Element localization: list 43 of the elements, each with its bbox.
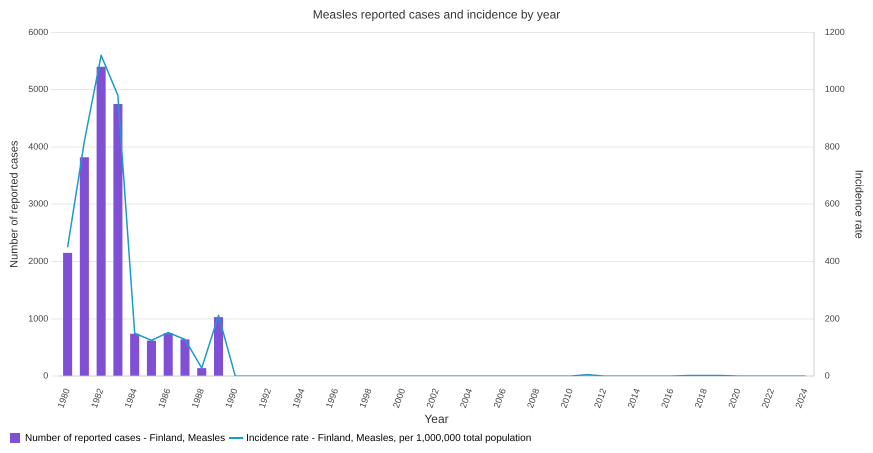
x-tick-label: 1996 xyxy=(324,387,340,410)
y-tick-label: 0 xyxy=(43,370,48,381)
y-tick-label: 2000 xyxy=(28,256,48,266)
y2-tick-label: 600 xyxy=(824,198,840,209)
x-tick-label: 1982 xyxy=(89,387,106,410)
x-tick-label: 2006 xyxy=(492,387,508,410)
y-tick-label: 1000 xyxy=(28,313,48,324)
y2-tick-label: 400 xyxy=(824,256,840,266)
legend-label: Number of reported cases - Finland, Measles xyxy=(25,432,226,444)
x-tick-label: 1998 xyxy=(357,387,374,410)
x-tick-label: 2010 xyxy=(558,387,575,410)
x-tick-label: 2022 xyxy=(760,387,776,410)
y2-axis-title: Incidence rate xyxy=(852,170,864,239)
x-tick-label: 1992 xyxy=(256,387,274,410)
x-tick-label: 2004 xyxy=(458,387,474,410)
y-tick-label: 6000 xyxy=(28,26,48,37)
x-tick-label: 2014 xyxy=(626,387,642,410)
y-tick-label: 4000 xyxy=(28,141,48,152)
x-tick-label: 2024 xyxy=(793,387,810,410)
x-tick-label: 1994 xyxy=(290,387,307,410)
x-tick-label: 1980 xyxy=(56,387,72,410)
x-tick-label: 1988 xyxy=(190,387,206,410)
y-axis-title: Number of reported cases xyxy=(8,140,21,268)
x-tick-label: 1990 xyxy=(223,387,240,410)
y2-tick-label: 1200 xyxy=(824,26,845,37)
y2-tick-label: 0 xyxy=(824,370,830,381)
x-tick-label: 1984 xyxy=(122,387,139,410)
x-tick-label: 1986 xyxy=(156,387,172,410)
x-tick-label: 2020 xyxy=(726,387,743,410)
x-axis-title: Year xyxy=(424,412,449,426)
y-tick-label: 5000 xyxy=(28,84,48,94)
y2-tick-label: 1000 xyxy=(824,84,845,94)
x-tick-label: 2008 xyxy=(525,387,542,410)
x-tick-label: 2012 xyxy=(592,387,608,410)
y2-tick-label: 800 xyxy=(824,141,840,152)
x-tick-label: 2000 xyxy=(390,387,408,410)
x-tick-label: 2018 xyxy=(692,387,709,410)
chart-title: Measles reported cases and incidence by year xyxy=(312,8,560,22)
x-tick-label: 2016 xyxy=(659,387,676,410)
legend-label: Incidence rate - Finland, Measles, per 1,000,000 total population xyxy=(246,432,532,444)
y-tick-label: 3000 xyxy=(28,198,48,209)
y2-tick-label: 200 xyxy=(824,313,840,324)
x-tick-label: 2002 xyxy=(424,387,441,410)
